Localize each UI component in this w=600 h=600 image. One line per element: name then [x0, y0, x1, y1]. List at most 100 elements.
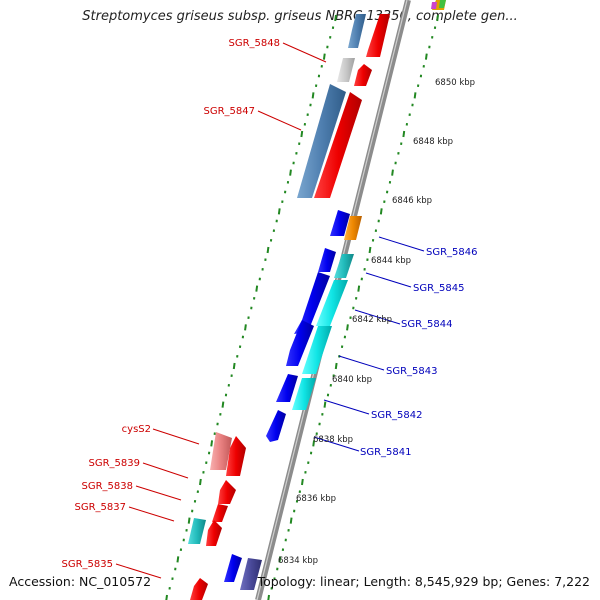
callout-sgr-5837	[128, 506, 175, 522]
left-track-tick	[210, 440, 214, 447]
scale-label-6842: 6842 kbp	[352, 315, 392, 325]
gene-label-sgr-5845[interactable]: SGR_5845	[413, 283, 465, 294]
left-track-tick	[165, 594, 168, 600]
callout-sgr-5841	[313, 436, 360, 452]
right-callouts	[313, 236, 425, 452]
gene-blue-5	[276, 374, 298, 402]
right-track-tick	[323, 401, 327, 408]
accession-label: Accession: NC_010572	[9, 574, 152, 589]
gene-sgr-5848	[337, 58, 355, 82]
left-track-tick	[176, 556, 180, 563]
gene-label-sgr-5835[interactable]: SGR_5835	[62, 559, 114, 570]
gene-red-small-3	[206, 520, 222, 546]
callout-sgr-5844	[354, 309, 401, 325]
callout-cyss2	[152, 428, 200, 445]
left-track-tick	[277, 208, 281, 215]
callout-sgr-5842	[323, 399, 370, 415]
callout-sgr-5838	[135, 485, 182, 501]
gene-blue-3	[294, 272, 330, 334]
gene-label-sgr-5848[interactable]: SGR_5848	[229, 38, 281, 49]
callout-sgr-5843	[338, 355, 385, 371]
right-track-tick	[379, 208, 383, 215]
callout-sgr-5839	[142, 462, 189, 479]
right-track-tick	[267, 594, 270, 600]
gene-sgr-5845	[334, 254, 354, 278]
gene-sgr-5847	[297, 84, 346, 198]
left-track-tick	[266, 246, 270, 254]
gene-label-sgr-5838[interactable]: SGR_5838	[82, 481, 134, 492]
gene-sgr-5844	[316, 280, 348, 326]
scale-label-6840: 6840 kbp	[332, 375, 372, 385]
right-track-tick	[402, 130, 406, 138]
gene-red-top	[366, 14, 390, 57]
gene-features	[188, 0, 446, 600]
gene-sgr-5835	[190, 578, 208, 600]
left-track-tick	[311, 92, 315, 99]
gene-label-sgr-5842[interactable]: SGR_5842	[371, 410, 423, 421]
left-track-tick	[221, 401, 225, 408]
left-track-tick	[187, 517, 191, 524]
scale-labels: 6850 kbp 6848 kbp 6846 kbp 6844 kbp 6842…	[278, 78, 475, 566]
scale-label-6848: 6848 kbp	[413, 137, 453, 147]
right-track-tick	[413, 92, 417, 99]
left-track-tick	[334, 14, 337, 22]
right-track-tick	[436, 14, 439, 22]
topology-summary: Topology: linear; Length: 8,545,929 bp; …	[257, 574, 590, 589]
gene-indigo	[240, 558, 262, 590]
gene-label-sgr-5839[interactable]: SGR_5839	[89, 458, 141, 469]
genome-title: Streptomyces griseus subsp. griseus NBRC…	[82, 9, 518, 24]
right-track-dots	[267, 14, 439, 600]
gene-label-sgr-5847[interactable]: SGR_5847	[204, 106, 256, 117]
scale-label-6838: 6838 kbp	[313, 435, 353, 445]
right-track-tick	[391, 169, 394, 176]
gene-sgr-5837	[188, 518, 206, 544]
scale-label-6834: 6834 kbp	[278, 556, 318, 566]
left-gene-labels: SGR_5848 SGR_5847 cysS2 SGR_5839 SGR_583…	[62, 38, 281, 570]
gene-red-small-2	[212, 504, 228, 522]
left-track-tick	[289, 169, 292, 176]
right-track-tick	[289, 517, 293, 524]
gene-blue-2	[318, 248, 336, 272]
callout-sgr-5846	[378, 236, 425, 252]
callout-sgr-5835	[115, 563, 162, 579]
gene-sgr-5846	[344, 216, 362, 240]
scale-label-6844: 6844 kbp	[371, 256, 411, 266]
left-track-tick	[300, 130, 304, 138]
scale-label-6850: 6850 kbp	[435, 78, 475, 88]
left-track-tick	[232, 362, 236, 370]
gene-sgr-5838	[218, 480, 236, 504]
gene-multicolor-top-3	[431, 2, 437, 9]
right-track-tick	[334, 362, 338, 370]
gene-sgr-5839	[226, 436, 246, 476]
callout-sgr-5847	[257, 110, 302, 131]
right-track-tick	[312, 440, 316, 447]
right-track-tick	[346, 324, 349, 331]
callout-sgr-5845	[365, 272, 412, 288]
right-track-tick	[368, 246, 372, 254]
left-track-tick	[199, 478, 202, 486]
left-track-tick	[322, 53, 326, 60]
scale-label-6846: 6846 kbp	[392, 196, 432, 206]
left-track-tick	[244, 324, 247, 331]
gene-label-cyss2[interactable]: cysS2	[122, 424, 151, 435]
callout-sgr-5848	[282, 42, 327, 63]
gene-label-sgr-5837[interactable]: SGR_5837	[75, 502, 127, 513]
gene-sgr-5842	[292, 378, 316, 410]
right-track-tick	[278, 556, 282, 563]
gene-blue-4	[286, 320, 314, 366]
gene-sgr-5841	[266, 410, 286, 442]
gene-sgr-5843	[302, 326, 332, 374]
gene-label-sgr-5846[interactable]: SGR_5846	[426, 247, 478, 258]
gene-blue-6	[224, 554, 242, 582]
gene-multicolor-top-2	[439, 0, 446, 8]
gene-blue-1	[330, 210, 350, 236]
right-track-tick	[424, 53, 428, 60]
gene-label-sgr-5841[interactable]: SGR_5841	[360, 447, 412, 458]
gene-cyss2	[210, 432, 232, 470]
gene-label-sgr-5843[interactable]: SGR_5843	[386, 366, 438, 377]
gene-red-small-top	[354, 64, 372, 86]
right-track-tick	[357, 285, 361, 292]
gene-label-sgr-5844[interactable]: SGR_5844	[401, 319, 453, 330]
right-track-tick	[301, 478, 304, 486]
